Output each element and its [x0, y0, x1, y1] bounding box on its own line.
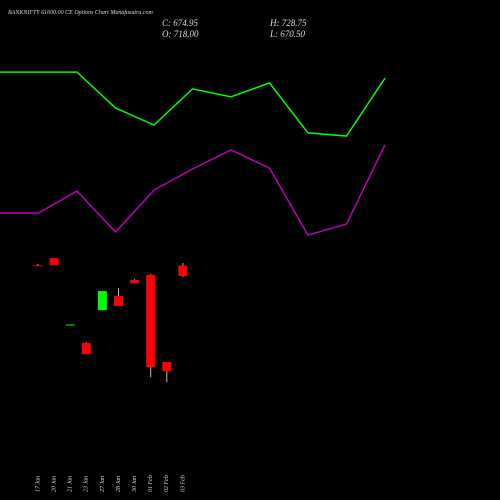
- candle-body: [178, 265, 188, 276]
- x-tick-label: 27 Jan: [100, 476, 106, 492]
- candle-body: [162, 362, 172, 372]
- chart-title: BANKNIFTY 61600.00 CE Options Chart Muna…: [8, 9, 154, 16]
- x-tick-label: 17 Jan: [35, 476, 41, 492]
- overlay-line: [0, 144, 386, 236]
- stat-open: O: 718.00: [162, 29, 199, 39]
- x-tick-label: 01 Feb: [148, 475, 154, 492]
- overlay-line: [0, 71, 386, 137]
- candle-body: [81, 343, 91, 355]
- candle-body: [130, 280, 140, 284]
- x-tick-label: 02 Feb: [164, 475, 170, 492]
- stat-low: L: 670.50: [269, 29, 306, 39]
- x-tick-label: 21 Jan: [68, 476, 74, 492]
- x-tick-label: 23 Jan: [84, 476, 90, 492]
- candle-body: [49, 258, 59, 266]
- x-tick-label: 03 Feb: [180, 475, 186, 492]
- x-tick-label: 28 Jan: [116, 476, 122, 492]
- stat-close: C: 674.95: [162, 18, 199, 28]
- candle-body: [33, 265, 43, 267]
- candle-body: [114, 296, 123, 307]
- candle-body: [97, 291, 107, 311]
- x-tick-label: 20 Jan: [51, 476, 57, 492]
- candle-body: [65, 324, 75, 326]
- x-tick-label: 30 Jan: [132, 476, 138, 493]
- candle-body: [146, 275, 156, 368]
- stat-high: H: 728.75: [269, 18, 307, 28]
